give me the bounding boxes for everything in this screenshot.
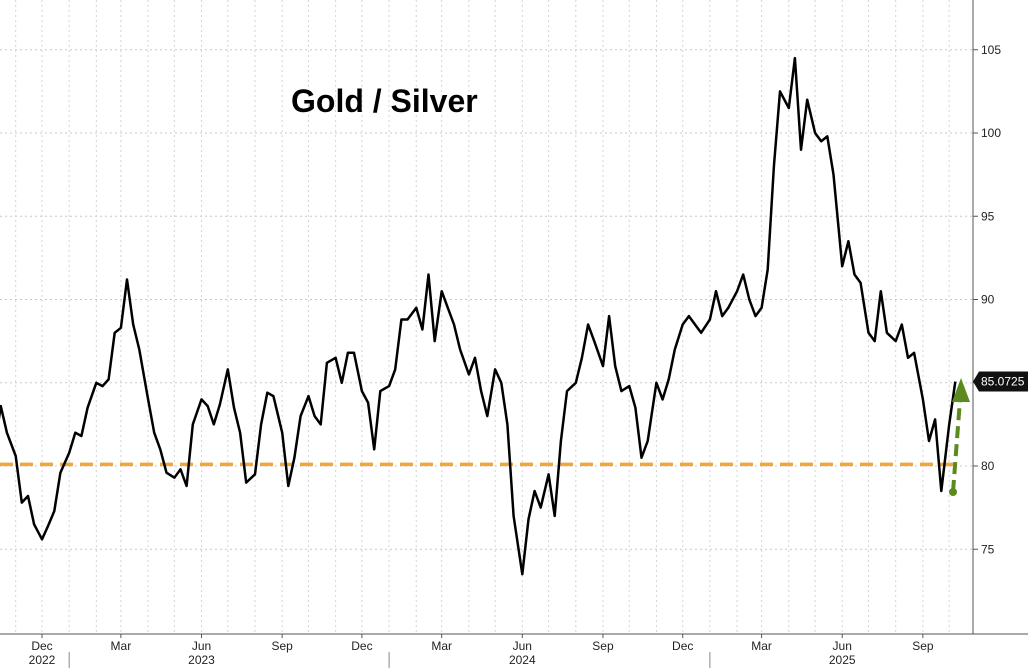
x-tick-label: Dec	[351, 639, 372, 653]
x-tick-label: Jun	[833, 639, 852, 653]
x-tick-label: Jun	[192, 639, 211, 653]
x-tick-label: Sep	[271, 639, 293, 653]
trend-arrow-head	[952, 378, 970, 402]
y-tick-label: 95	[981, 209, 995, 223]
y-tick-label: 90	[981, 293, 995, 307]
x-tick-label: Mar	[431, 639, 452, 653]
series-line	[0, 56, 957, 576]
x-tick-label: Dec	[31, 639, 52, 653]
x-tick-label: Dec	[672, 639, 693, 653]
x-year-label: 2024	[509, 653, 536, 667]
x-year-label: 2023	[188, 653, 215, 667]
trend-arrow-line	[951, 399, 962, 493]
last-value-box	[973, 371, 1028, 392]
annotations: 85.0725	[949, 371, 1028, 496]
x-year-label: 2025	[829, 653, 856, 667]
x-tick-label: Mar	[111, 639, 132, 653]
x-tick-label: Sep	[912, 639, 934, 653]
y-tick-label: 105	[981, 43, 1001, 57]
x-tick-label: Jun	[513, 639, 532, 653]
series-layer	[0, 56, 957, 576]
grid-lines	[0, 0, 973, 634]
x-year-label: 2022	[29, 653, 56, 667]
y-tick-label: 80	[981, 459, 995, 473]
y-tick-label: 75	[981, 542, 995, 556]
chart-title: Gold / Silver	[291, 83, 478, 119]
x-tick-label: Mar	[751, 639, 772, 653]
last-value-label: 85.0725	[981, 375, 1025, 389]
x-tick-label: Sep	[592, 639, 614, 653]
y-tick-label: 100	[981, 126, 1001, 140]
